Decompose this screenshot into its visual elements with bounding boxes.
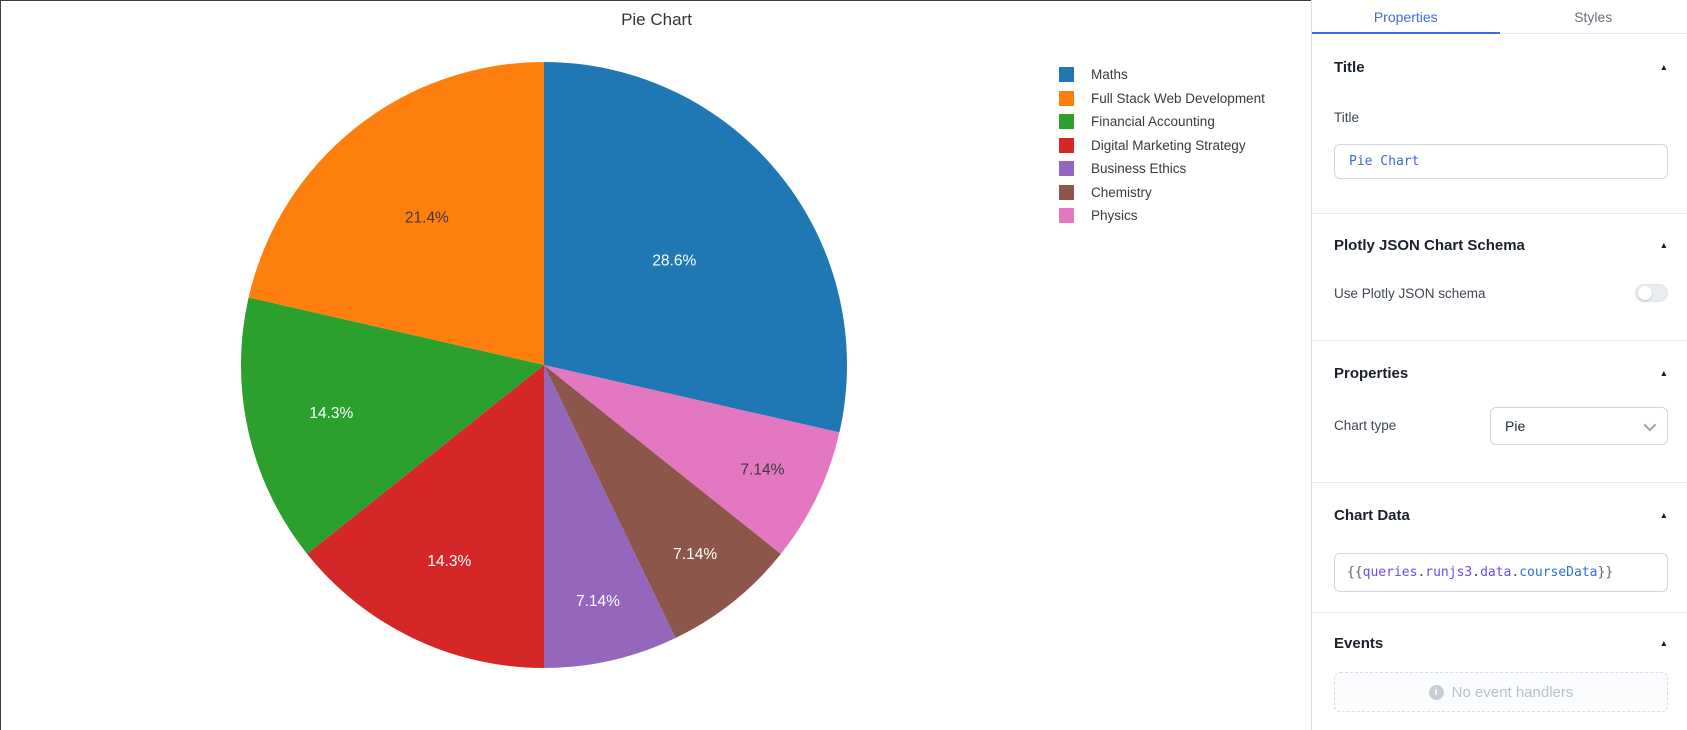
code-token: . xyxy=(1511,565,1520,580)
collapse-icon[interactable]: ▲ xyxy=(1659,240,1668,250)
legend-swatch-icon xyxy=(1059,90,1074,106)
pie-slice-percent-label: 7.14% xyxy=(673,546,717,563)
section-plotly-header[interactable]: Plotly JSON Chart Schema ▲ xyxy=(1334,234,1668,256)
collapse-icon[interactable]: ▲ xyxy=(1659,510,1668,520)
legend-label: Financial Accounting xyxy=(1091,114,1215,129)
pie-slice-chemistry[interactable] xyxy=(544,365,781,638)
code-token: courseData xyxy=(1519,565,1598,580)
chart-type-dropdown[interactable]: Pie xyxy=(1490,407,1668,445)
pie-slice-financial-accounting[interactable] xyxy=(241,297,544,554)
chart-data-input[interactable]: {{queries. runjs3. data. courseData}} xyxy=(1334,553,1668,592)
section-events-header[interactable]: Events ▲ xyxy=(1334,632,1668,654)
legend-item-chemistry[interactable]: Chemistry xyxy=(1059,184,1265,200)
tab-properties-label: Properties xyxy=(1373,8,1438,25)
pie-slice-full-stack-web-development[interactable] xyxy=(248,61,544,365)
section-divider xyxy=(1312,482,1687,483)
pie-slice-percent-label: 7.14% xyxy=(576,593,620,610)
section-properties-header[interactable]: Properties ▲ xyxy=(1334,362,1668,384)
section-chart-data-heading: Chart Data xyxy=(1334,506,1410,524)
code-token: {{ xyxy=(1347,565,1363,580)
section-divider xyxy=(1312,213,1687,214)
pie-slice-business-ethics[interactable] xyxy=(544,365,676,668)
code-token: . xyxy=(1417,565,1426,580)
legend-label: Physics xyxy=(1091,208,1138,223)
toggle-knob xyxy=(1638,286,1652,300)
legend-item-business-ethics[interactable]: Business Ethics xyxy=(1059,161,1265,176)
tab-styles[interactable]: Styles xyxy=(1500,0,1687,33)
legend-swatch-icon xyxy=(1059,114,1074,129)
code-token: queries xyxy=(1362,565,1418,580)
pie-slice-percent-label: 14.3% xyxy=(309,405,353,422)
chevron-down-icon xyxy=(1643,418,1657,431)
collapse-icon[interactable]: ▲ xyxy=(1659,62,1668,72)
code-token: . xyxy=(1472,565,1481,580)
legend-swatch-icon xyxy=(1059,208,1074,223)
tab-styles-label: Styles xyxy=(1574,8,1613,25)
legend-swatch-icon xyxy=(1059,137,1074,153)
title-input[interactable]: Pie Chart xyxy=(1334,144,1668,179)
pie-slice-physics[interactable] xyxy=(544,365,840,554)
no-event-handlers-box: i No event handlers xyxy=(1334,672,1668,712)
title-field-label: Title xyxy=(1334,110,1360,125)
legend-swatch-icon xyxy=(1059,67,1074,82)
section-title-header[interactable]: Title ▲ xyxy=(1334,56,1668,78)
section-chart-data-header[interactable]: Chart Data ▲ xyxy=(1334,504,1668,526)
canvas-chart-widget[interactable]: Pie Chart 28.6% 21.4% 14.3% 14.3% 7.14% 7.14%… xyxy=(0,0,1311,730)
code-token: runjs3 xyxy=(1425,565,1473,580)
collapse-icon[interactable]: ▲ xyxy=(1659,368,1668,378)
section-divider xyxy=(1312,340,1687,341)
inspector-panel: Properties Styles Title ▲ Title Pie Char… xyxy=(1311,0,1687,730)
collapse-icon[interactable]: ▲ xyxy=(1659,638,1668,648)
tab-properties[interactable]: Properties xyxy=(1312,0,1500,34)
legend-label: Full Stack Web Development xyxy=(1091,90,1265,106)
pie-slice-percent-label: 7.14% xyxy=(740,462,784,479)
legend-swatch-icon xyxy=(1059,184,1074,200)
legend-item-physics[interactable]: Physics xyxy=(1059,208,1265,223)
chart-title: Pie Chart xyxy=(621,10,692,29)
code-token: data xyxy=(1480,565,1512,580)
code-token: }} xyxy=(1597,565,1614,580)
chart-legend: Maths Full Stack Web Development Financial… xyxy=(1059,67,1265,223)
pie-slice-digital-marketing-strategy[interactable] xyxy=(307,365,544,668)
chart-type-label: Chart type xyxy=(1334,418,1397,433)
info-icon: i xyxy=(1428,684,1444,700)
legend-item-maths[interactable]: Maths xyxy=(1059,67,1265,82)
inspector-tabs: Properties Styles xyxy=(1312,0,1687,34)
section-title-heading: Title xyxy=(1334,58,1365,76)
plotly-toggle-label: Use Plotly JSON schema xyxy=(1334,286,1486,301)
legend-item-digital-marketing-strategy[interactable]: Digital Marketing Strategy xyxy=(1059,137,1265,153)
pie-slice-maths[interactable] xyxy=(544,62,847,433)
pie-slice-percent-label: 14.3% xyxy=(427,553,471,570)
legend-label: Maths xyxy=(1091,67,1128,82)
section-events-heading: Events xyxy=(1334,634,1384,652)
section-divider xyxy=(1312,612,1687,613)
section-properties-heading: Properties xyxy=(1334,364,1409,382)
plotly-json-toggle[interactable] xyxy=(1635,284,1668,302)
pie-slice-percent-label: 28.6% xyxy=(652,253,696,270)
legend-label: Business Ethics xyxy=(1091,161,1187,176)
pie-chart[interactable]: 28.6% 21.4% 14.3% 14.3% 7.14% 7.14% 7.14% xyxy=(1,1,1312,730)
legend-item-full-stack-web-development[interactable]: Full Stack Web Development xyxy=(1059,90,1265,106)
section-plotly-heading: Plotly JSON Chart Schema xyxy=(1334,236,1525,254)
legend-label: Chemistry xyxy=(1091,184,1152,200)
pie-slice-percent-label: 21.4% xyxy=(405,210,449,227)
legend-item-financial-accounting[interactable]: Financial Accounting xyxy=(1059,114,1265,129)
legend-label: Digital Marketing Strategy xyxy=(1091,137,1246,153)
no-event-handlers-text: No event handlers xyxy=(1451,683,1574,701)
chart-type-value: Pie xyxy=(1505,418,1526,434)
title-input-value: Pie Chart xyxy=(1349,154,1420,169)
legend-swatch-icon xyxy=(1059,161,1074,176)
